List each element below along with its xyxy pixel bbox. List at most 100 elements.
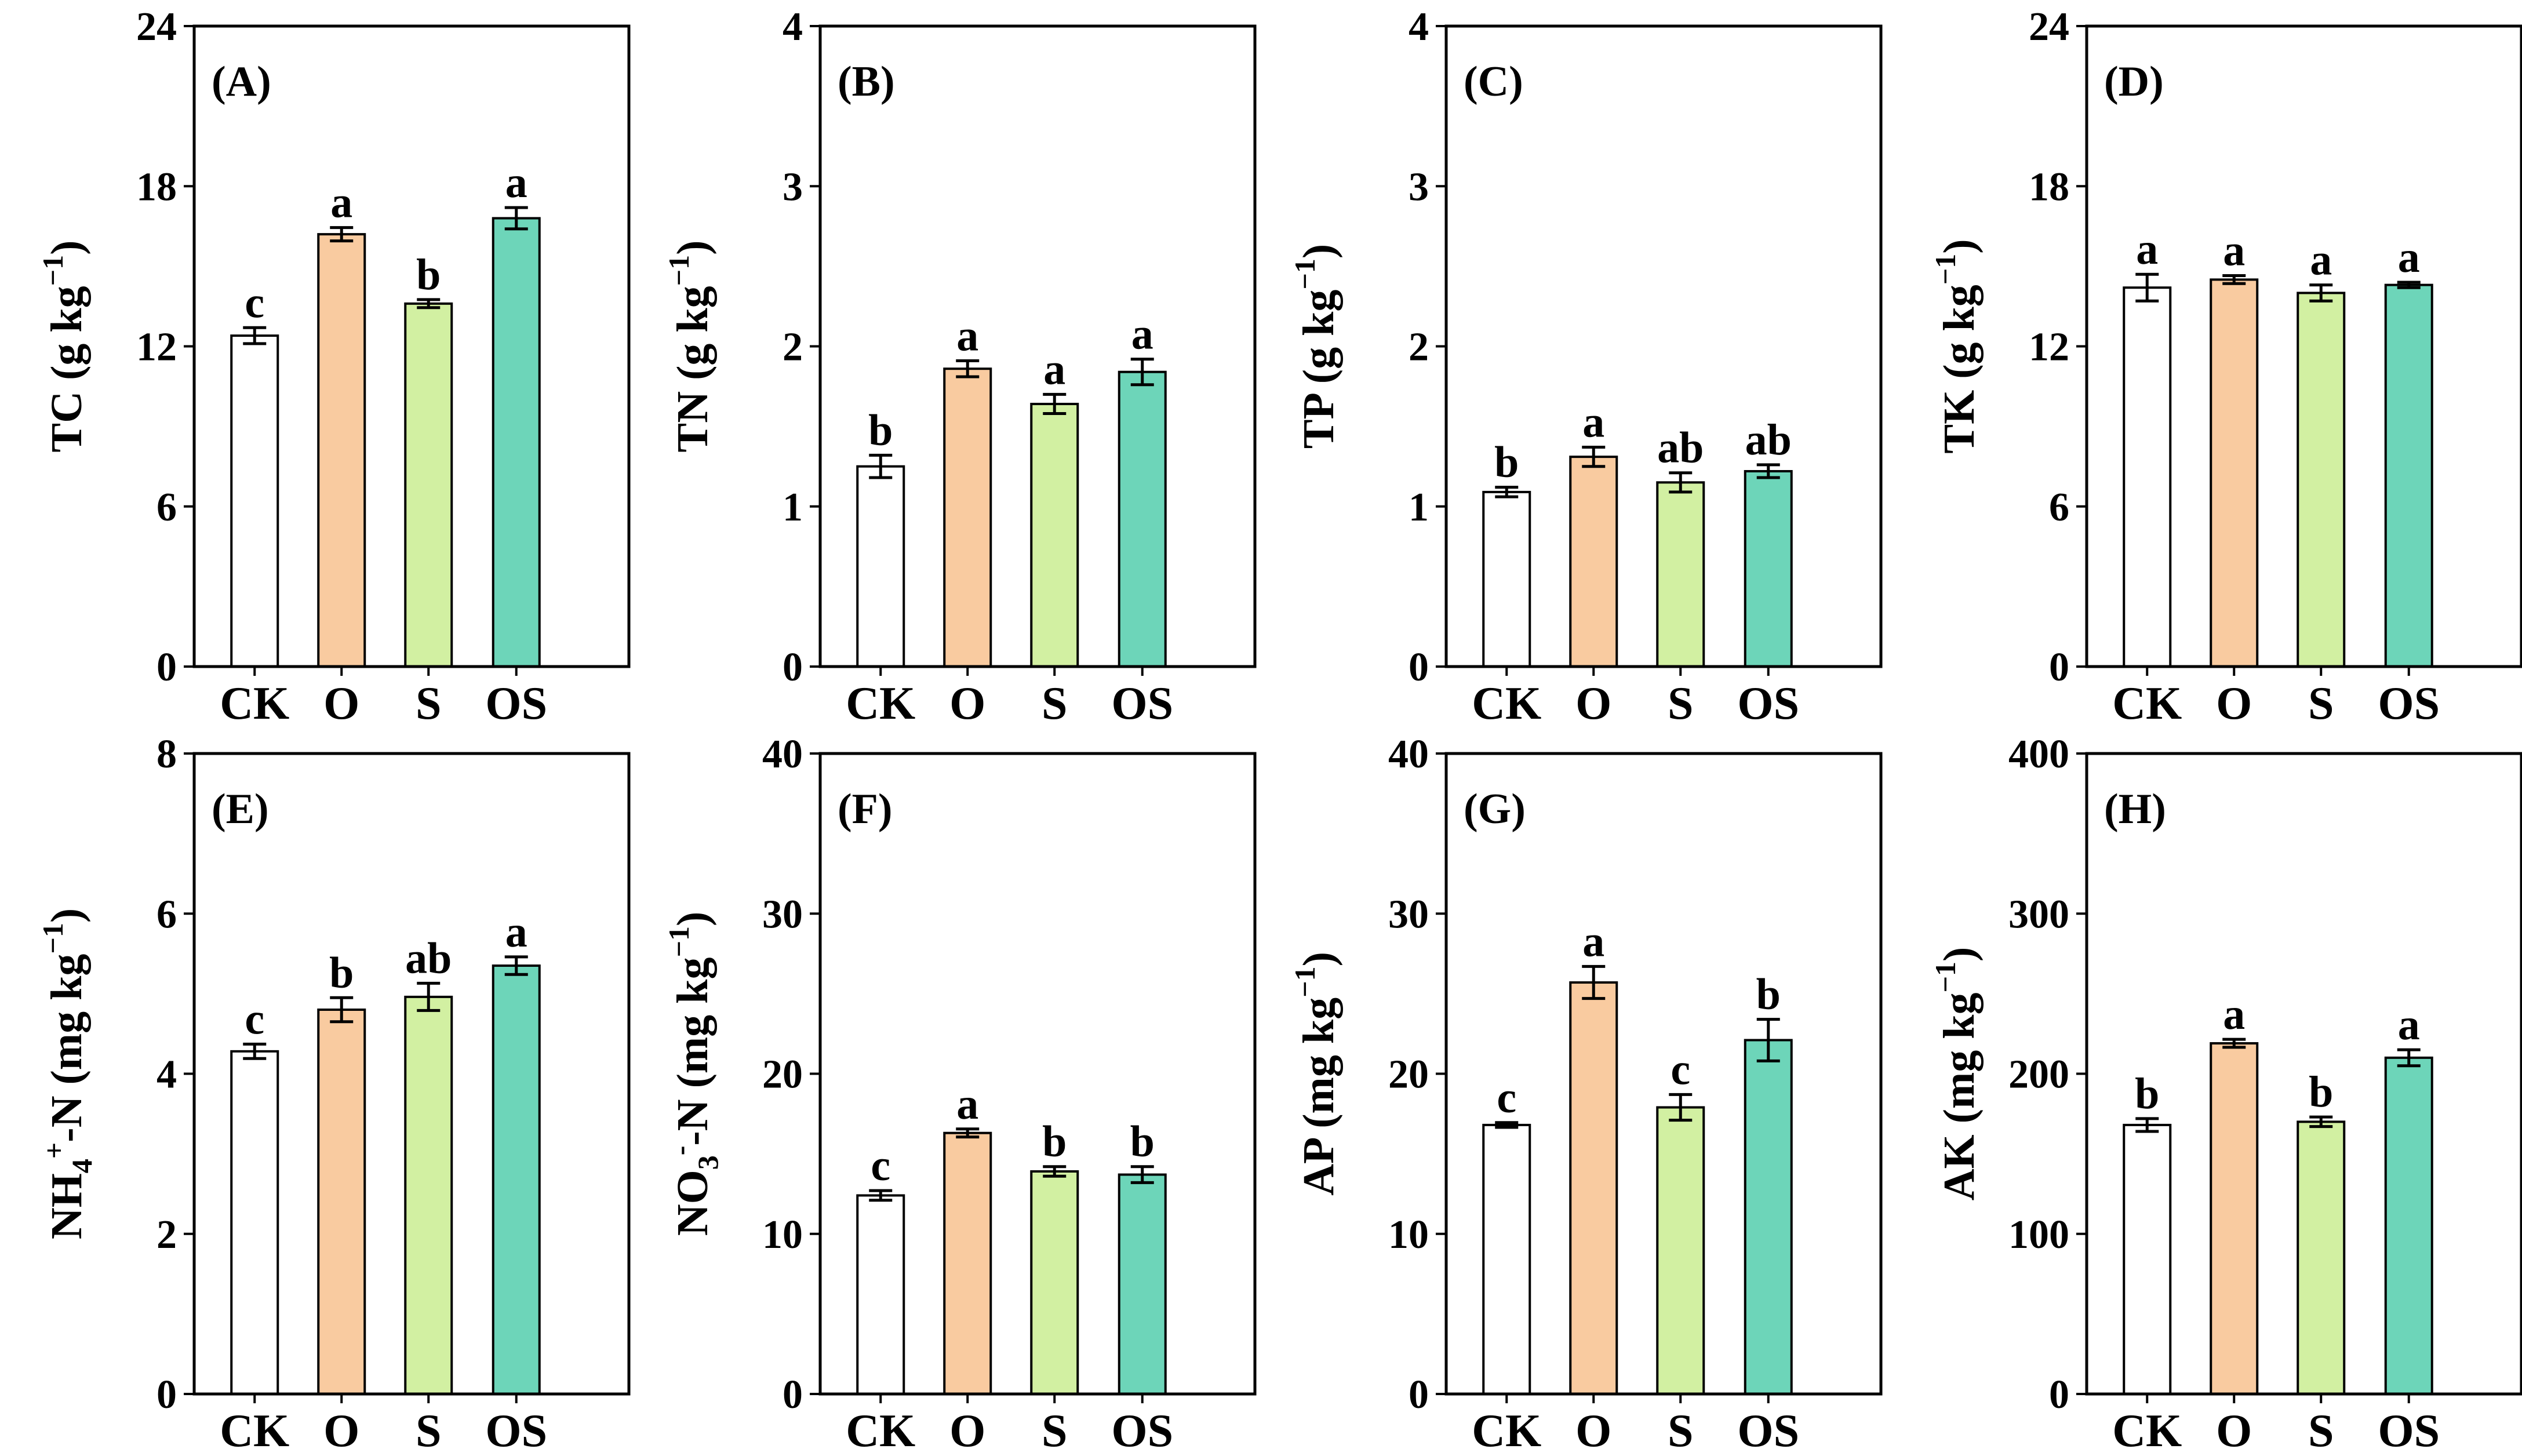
- category-label-os: OS: [485, 678, 547, 729]
- y-title-subscript: 4: [65, 1159, 98, 1173]
- error-bar-s: [1669, 471, 1693, 494]
- bar-ck: [2123, 286, 2172, 668]
- bar-s: [1656, 1106, 1705, 1395]
- significance-letter-o: a: [1582, 917, 1604, 966]
- error-bar-ck: [869, 453, 893, 479]
- significance-letter-os: a: [505, 908, 527, 956]
- y-title-part: ): [1935, 947, 1984, 962]
- y-title-part: ): [1294, 952, 1343, 966]
- category-label-o: O: [949, 678, 985, 729]
- y-axis-title: NO3--N (mg kg−1): [663, 912, 724, 1236]
- error-bar-s: [2309, 283, 2333, 303]
- significance-letter-o: a: [1582, 398, 1604, 447]
- error-bar-os: [504, 955, 528, 976]
- category-label-s: S: [2308, 678, 2334, 729]
- y-tick-label: 10: [1388, 1213, 1429, 1257]
- error-bar-ck: [869, 1189, 893, 1202]
- y-title-part: ): [1935, 239, 1984, 253]
- panel-b: b CK a Oa Sa OS 0 1 2 3 4 (B) TN (g kg−1): [663, 5, 1257, 729]
- category-label-os: OS: [1737, 1406, 1799, 1456]
- error-bar-ck: [1495, 486, 1519, 498]
- y-title-part: NO: [668, 1170, 717, 1236]
- y-axis-title: TK (g kg−1): [1929, 239, 1984, 453]
- y-tick-label: 2: [783, 325, 803, 370]
- error-bar-os: [504, 206, 528, 231]
- significance-letter-s: b: [2309, 1068, 2333, 1116]
- significance-letter-os: a: [1131, 310, 1153, 359]
- error-bar-ck: [243, 1042, 267, 1060]
- category-label-s: S: [1668, 1406, 1694, 1456]
- bar-o: [943, 1131, 992, 1396]
- panel-d: a CK a Oa Sa OS 0 6 12 18 24 (D) TK (g kg−1): [1929, 5, 2522, 729]
- panel-g: c CK a Oc Sb OS 0 10 20 30 40 (G) AP (mg kg−1): [1289, 732, 1883, 1456]
- y-title-part: AP (mg kg: [1294, 998, 1343, 1196]
- significance-letter-ck: a: [2136, 225, 2158, 274]
- error-bar-o: [956, 1127, 980, 1139]
- panel-label: (C): [1464, 58, 1523, 105]
- panel-f: c CK a Ob Sb OS 0 10 20 30 40 (F) NO3--N (mg kg−1): [663, 732, 1257, 1456]
- bar-ck: [2123, 1123, 2172, 1396]
- category-label-os: OS: [1111, 1406, 1173, 1456]
- category-label-os: OS: [485, 1406, 547, 1456]
- y-title-superscript: −1: [37, 923, 69, 954]
- error-bar-s: [417, 981, 441, 1012]
- y-tick-label: 0: [1409, 645, 1429, 690]
- category-label-o: O: [1575, 678, 1611, 729]
- bar-o: [2210, 1042, 2259, 1395]
- y-axis-title: AP (mg kg−1): [1289, 952, 1343, 1196]
- bar-ck: [230, 334, 279, 668]
- category-label-o: O: [1575, 1406, 1611, 1456]
- y-title-superscript: -: [664, 1146, 696, 1156]
- significance-letter-ck: c: [871, 1141, 890, 1190]
- y-title-part: ): [668, 912, 717, 926]
- y-tick-label: 100: [2008, 1213, 2069, 1257]
- significance-letter-s: a: [1043, 345, 1065, 394]
- y-tick-label: 0: [157, 645, 177, 690]
- error-bar-ck: [243, 326, 267, 345]
- category-label-ck: CK: [1472, 1406, 1541, 1456]
- y-title-superscript: +: [38, 1142, 70, 1159]
- bar-s: [404, 995, 453, 1395]
- bar-o: [317, 233, 366, 668]
- significance-letter-ck: b: [2135, 1069, 2159, 1118]
- significance-letter-os: b: [1756, 970, 1781, 1019]
- y-title-part: NH: [42, 1173, 91, 1239]
- panel-a: c CK a Ob Sa OS 0 6 12 18 24 (A) TC (g kg−1): [37, 5, 631, 729]
- significance-letter-ck: b: [1494, 438, 1519, 487]
- bar-os: [2384, 1056, 2433, 1395]
- y-tick-label: 10: [762, 1213, 803, 1257]
- error-bar-o: [956, 359, 980, 378]
- y-tick-label: 40: [762, 732, 803, 777]
- y-axis-title: NH4+-N (mg kg−1): [37, 908, 98, 1239]
- panel-c: b CK a Oab Sab OS 0 1 2 3 4 (C) TP (g kg−1): [1289, 5, 1883, 729]
- bar-o: [943, 367, 992, 668]
- y-title-part: TP (g kg: [1294, 290, 1343, 449]
- y-title-superscript: −1: [37, 255, 69, 286]
- y-tick-label: 4: [1409, 5, 1429, 49]
- y-title-superscript: −1: [1929, 962, 1961, 993]
- y-tick-label: 2: [157, 1213, 177, 1257]
- significance-letter-ck: c: [1497, 1073, 1516, 1122]
- y-tick-label: 40: [1388, 732, 1429, 777]
- category-label-o: O: [323, 678, 359, 729]
- y-tick-label: 0: [783, 1373, 803, 1417]
- error-bar-ck: [2135, 1117, 2159, 1133]
- significance-letter-ck: b: [868, 406, 893, 454]
- y-title-part: -N (mg kg: [668, 958, 717, 1146]
- y-title-part: AK (mg kg: [1935, 992, 1984, 1200]
- bar-s: [1656, 481, 1705, 668]
- bar-ck: [230, 1050, 279, 1395]
- bar-s: [1030, 402, 1079, 668]
- bar-o: [317, 1009, 366, 1395]
- y-title-superscript: −1: [663, 255, 695, 286]
- category-label-ck: CK: [2112, 678, 2182, 729]
- bar-ck: [856, 1194, 905, 1395]
- bar-o: [1569, 456, 1618, 668]
- error-bar-o: [2222, 274, 2246, 285]
- y-tick-label: 12: [136, 325, 177, 370]
- error-bar-o: [330, 226, 354, 243]
- y-title-superscript: −1: [1929, 254, 1961, 285]
- y-tick-label: 6: [157, 892, 177, 937]
- y-title-superscript: −1: [663, 926, 695, 958]
